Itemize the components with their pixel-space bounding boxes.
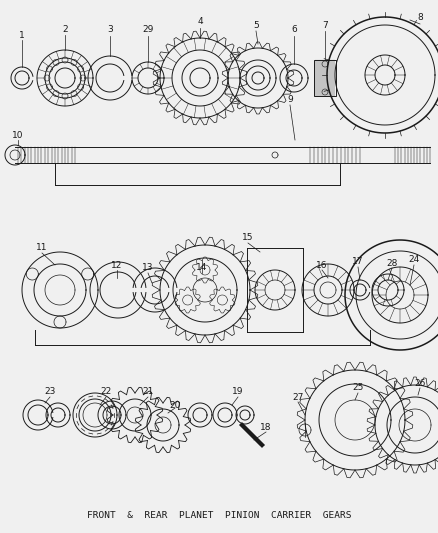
Text: 24: 24 xyxy=(408,255,420,264)
Text: 29: 29 xyxy=(142,26,154,35)
Text: 9: 9 xyxy=(287,95,293,104)
Text: 17: 17 xyxy=(352,257,364,266)
Text: 20: 20 xyxy=(170,400,181,409)
Text: 15: 15 xyxy=(242,233,254,243)
Text: 7: 7 xyxy=(322,20,328,29)
Text: 19: 19 xyxy=(232,387,244,397)
Text: 26: 26 xyxy=(414,378,426,387)
Text: 21: 21 xyxy=(142,387,154,397)
Text: 6: 6 xyxy=(291,26,297,35)
Text: 4: 4 xyxy=(197,18,203,27)
Text: 27: 27 xyxy=(292,393,304,402)
Text: 14: 14 xyxy=(196,263,208,272)
Text: 1: 1 xyxy=(19,30,25,39)
Text: 3: 3 xyxy=(107,26,113,35)
Text: 13: 13 xyxy=(142,263,154,272)
Text: 22: 22 xyxy=(100,387,112,397)
Text: 10: 10 xyxy=(12,131,24,140)
Text: 18: 18 xyxy=(260,424,272,432)
Text: 5: 5 xyxy=(253,20,259,29)
Text: 23: 23 xyxy=(44,387,56,397)
Text: 25: 25 xyxy=(352,384,364,392)
Text: FRONT  &  REAR  PLANET  PINION  CARRIER  GEARS: FRONT & REAR PLANET PINION CARRIER GEARS xyxy=(87,511,351,520)
Text: 2: 2 xyxy=(62,26,68,35)
Text: 11: 11 xyxy=(36,244,48,253)
Text: 8: 8 xyxy=(417,13,423,22)
Text: 28: 28 xyxy=(386,259,398,268)
Text: 16: 16 xyxy=(316,261,328,270)
Text: 12: 12 xyxy=(111,261,123,270)
Bar xyxy=(314,60,336,96)
